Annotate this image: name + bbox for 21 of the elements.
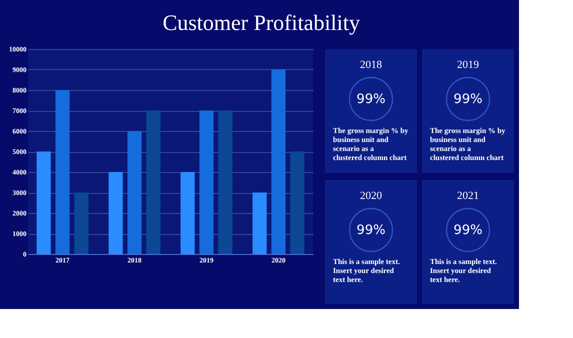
bar (146, 110, 160, 254)
text: 2020 (360, 190, 382, 202)
text: 2018 (360, 59, 382, 71)
bar (55, 90, 70, 254)
bar (252, 192, 267, 254)
bar (180, 172, 195, 254)
bar (271, 70, 286, 254)
bar (127, 131, 142, 254)
text: 2019 (457, 59, 480, 71)
text: 2021 (457, 190, 479, 202)
bar (218, 110, 232, 254)
bar (108, 172, 123, 254)
bar (36, 152, 51, 254)
text: 99% (356, 92, 386, 107)
text: 99% (454, 223, 482, 238)
bar (74, 192, 88, 254)
bar (199, 110, 214, 254)
chart-title: Customer Profitability (162, 10, 360, 35)
text: 99% (356, 223, 386, 238)
text: 99% (454, 92, 482, 107)
bar (290, 152, 304, 254)
